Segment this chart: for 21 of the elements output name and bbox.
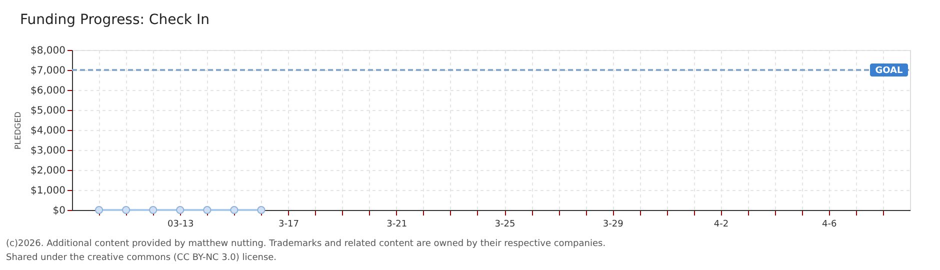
text: Shared under the creative commons (CC BY-NC 3.0) license. <box>6 253 277 263</box>
y-tick-label: $5,000 <box>30 106 66 116</box>
text: (c)2026. Additional content provided by matthew nutting. Trademarks and related content are owned by their respective companies. <box>6 239 606 249</box>
y-tick-label: $7,000 <box>30 66 66 76</box>
x-tick-label: 3-25 <box>494 220 516 230</box>
y-tick-label: $3,000 <box>30 146 66 156</box>
y-tick-label: $4,000 <box>30 126 66 136</box>
x-tick-label: 3-21 <box>386 220 408 230</box>
x-tick-label: 4-2 <box>714 220 729 230</box>
y-tick-label: $0 <box>52 206 66 216</box>
y-tick-label: $6,000 <box>30 86 66 96</box>
x-tick-label: 3-29 <box>602 220 624 230</box>
y-tick-label: $1,000 <box>30 186 66 196</box>
y-axis-title: PLEDGED <box>14 112 23 150</box>
y-tick-label: $2,000 <box>30 166 66 176</box>
x-tick-label: 3-17 <box>278 220 299 230</box>
y-tick-label: $8,000 <box>30 46 66 56</box>
x-tick-label: 4-6 <box>822 220 838 230</box>
ref-line-label: GOAL <box>875 66 904 76</box>
x-tick-label: 03-13 <box>168 220 194 230</box>
chart-title: Funding Progress: Check In <box>20 12 210 28</box>
